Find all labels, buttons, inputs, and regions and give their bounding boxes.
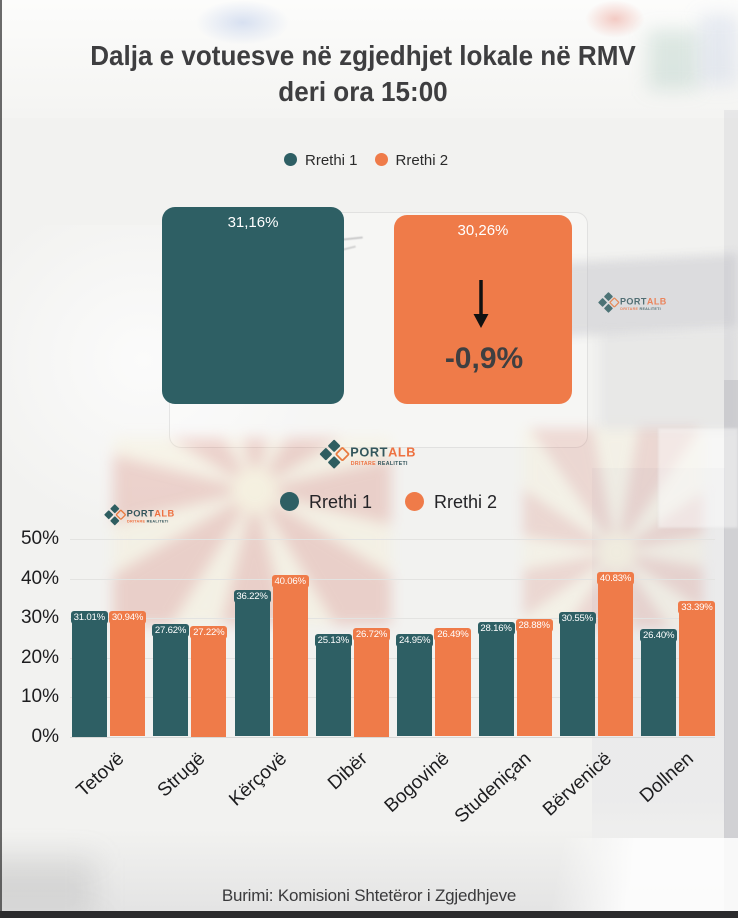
svg-text:DRITARE REALITETI: DRITARE REALITETI [351,461,408,467]
svg-text:PORTALB: PORTALB [127,509,175,519]
svg-text:DRITARE REALITETI: DRITARE REALITETI [620,307,661,311]
svg-text:DRITARE REALITETI: DRITARE REALITETI [127,520,169,524]
svg-text:PORTALB: PORTALB [350,445,416,460]
svg-text:PORTALB: PORTALB [620,296,667,306]
